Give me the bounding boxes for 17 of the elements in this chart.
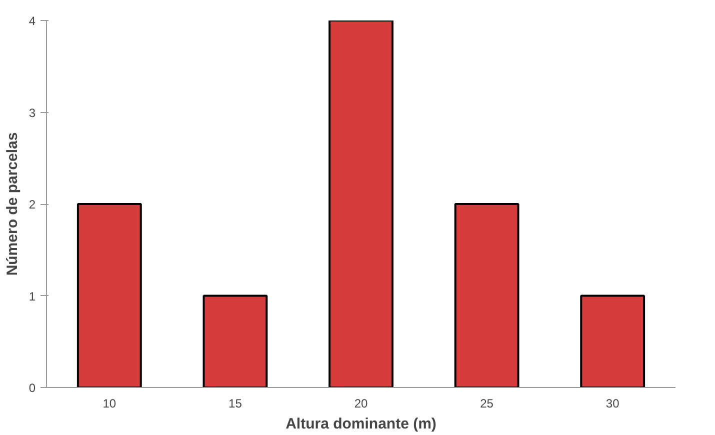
y-axis-title: Número de parcelas	[4, 132, 21, 276]
x-tick-label: 10	[102, 396, 116, 410]
x-tick-label: 25	[480, 396, 494, 410]
bar	[202, 294, 268, 388]
x-tick-label: 30	[606, 396, 620, 410]
y-tick-label: 2	[28, 198, 36, 212]
y-tick-label: 1	[28, 289, 36, 304]
y-tick-label: 4	[28, 14, 36, 28]
x-axis-title: Altura dominante (m)	[286, 416, 436, 432]
bar	[454, 203, 520, 388]
bar	[328, 20, 394, 388]
y-tick-label: 0	[28, 381, 36, 395]
bar	[580, 294, 646, 388]
x-tick-label: 15	[228, 396, 242, 410]
bar	[76, 203, 142, 388]
y-tick-label: 3	[28, 106, 36, 120]
x-tick-label: 20	[354, 396, 368, 410]
